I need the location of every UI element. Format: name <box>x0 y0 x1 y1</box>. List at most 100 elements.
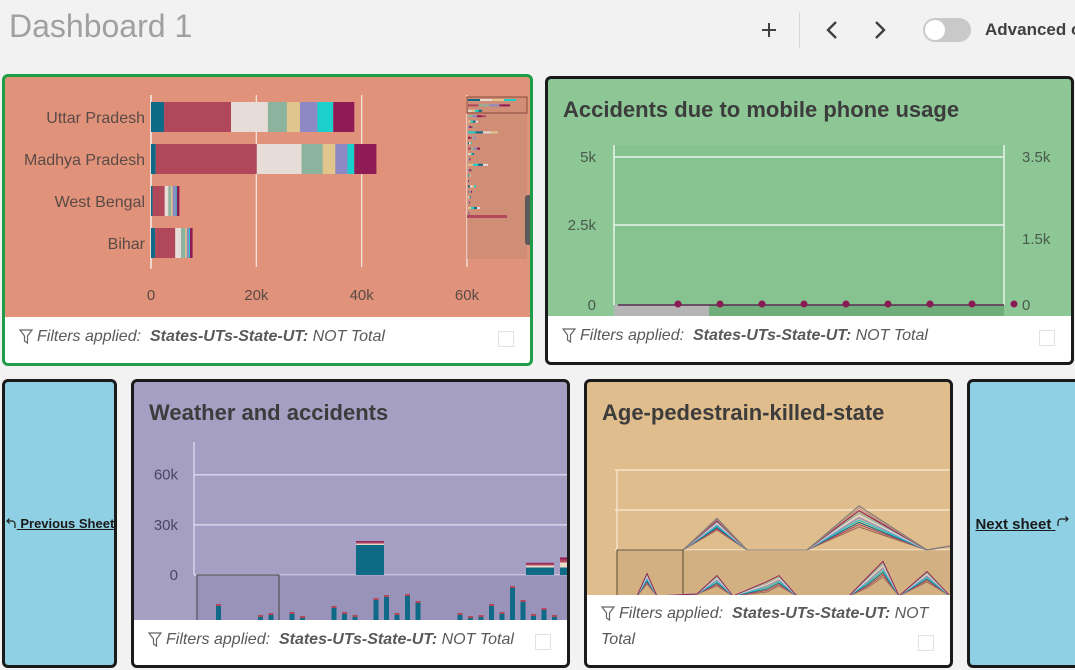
y-tick-label-right: 3.5k <box>1022 149 1051 166</box>
select-checkbox[interactable] <box>1039 330 1055 346</box>
bar-segment <box>151 228 156 258</box>
mini-bar <box>520 600 526 602</box>
data-point <box>800 300 808 308</box>
mini-bar <box>510 586 515 588</box>
next-sheet-button[interactable] <box>865 14 895 46</box>
bar-segment <box>151 144 156 174</box>
filters-prefix: Filters applied: <box>166 631 271 648</box>
mini-bar <box>384 597 389 620</box>
mini-bar <box>468 174 469 177</box>
age-navigator[interactable] <box>616 549 950 598</box>
mini-bar <box>469 201 470 204</box>
mini-bar <box>474 136 476 139</box>
mobile-usage-line-chart: 5k 2.5k 0 3.5k 1.5k 0 <box>568 145 1051 319</box>
mini-bar <box>468 190 469 193</box>
mini-bar <box>471 126 473 128</box>
previous-sheet-button[interactable] <box>817 14 847 46</box>
mini-bar <box>552 615 557 617</box>
bar-segment <box>152 186 165 216</box>
data-point <box>926 300 934 308</box>
mini-bar <box>473 120 476 123</box>
select-checkbox[interactable] <box>535 634 551 650</box>
bar-segment <box>560 559 567 563</box>
mobile-usage-chart-card[interactable]: Accidents due to mobile phone usage 5k 2.… <box>545 76 1074 365</box>
mini-bar <box>474 207 477 209</box>
advanced-options-toggle[interactable] <box>923 18 971 42</box>
mini-bar <box>471 190 472 193</box>
x-tick-label: 40k <box>350 287 375 304</box>
bar-segment <box>185 228 187 258</box>
mini-bar <box>470 185 472 188</box>
mini-bar <box>471 142 472 145</box>
dashboard-title: Dashboard 1 <box>9 8 193 44</box>
mini-bar <box>470 142 471 145</box>
mini-bar <box>468 158 469 161</box>
mini-bar <box>477 207 480 209</box>
filters-field: States-UTs-State-UT: <box>149 328 309 345</box>
mini-bar <box>468 120 471 123</box>
card-title: Age-pedestrain-killed-state <box>602 400 885 425</box>
mini-bar <box>468 169 470 172</box>
mini-bar <box>470 196 471 199</box>
mini-bar <box>470 174 471 177</box>
filter-icon <box>148 632 162 647</box>
filters-value: NOT Total <box>312 328 385 345</box>
states-bar-chart-card[interactable]: Uttar Pradesh Madhya Pradesh West Bengal Bi… <box>2 74 533 366</box>
mini-bar <box>477 115 482 118</box>
bar-segment <box>356 544 384 575</box>
mini-bar <box>470 158 471 161</box>
bar-segment <box>175 228 182 258</box>
bar-segment <box>151 102 165 132</box>
mini-bar <box>468 207 471 209</box>
mini-bar <box>468 147 471 150</box>
bar-segment <box>256 144 302 174</box>
previous-sheet-card[interactable]: Previous Sheet <box>2 379 117 668</box>
bar-segment <box>301 144 323 174</box>
next-sheet-card[interactable]: Next sheet <box>967 379 1075 668</box>
mini-bar <box>478 615 484 617</box>
age-pedestrian-chart-card[interactable]: Age-pedestrain-killed-state Filters appl… <box>584 379 953 668</box>
series-line <box>617 512 950 551</box>
add-button[interactable] <box>754 14 784 46</box>
select-checkbox[interactable] <box>918 635 934 651</box>
filters-field: States-UTs-State-UT: <box>731 605 891 622</box>
mini-bar <box>552 617 557 620</box>
next-sheet-link[interactable]: Next sheet <box>975 515 1069 533</box>
mini-bar <box>481 115 486 118</box>
mini-bar <box>468 109 472 112</box>
mini-bar <box>258 615 263 617</box>
mini-bar <box>331 608 337 620</box>
previous-sheet-link[interactable]: Previous Sheet <box>5 516 114 531</box>
mini-bar <box>216 604 221 606</box>
resize-handle[interactable] <box>525 195 530 245</box>
mini-bar <box>469 126 471 128</box>
mini-bar <box>467 215 507 218</box>
weather-chart-card[interactable]: Weather and accidents 60k 30k 0 Filters ap… <box>131 379 570 668</box>
states-bar-chart: Uttar Pradesh Madhya Pradesh West Bengal Bi… <box>24 95 528 304</box>
mini-bar <box>473 163 478 166</box>
mini-bar <box>468 153 470 155</box>
mini-bar <box>457 613 463 615</box>
series-line <box>617 505 950 551</box>
mini-bar <box>471 147 474 150</box>
mini-bar <box>394 615 400 620</box>
mini-bar <box>475 131 483 134</box>
mini-bar <box>468 99 480 101</box>
y-tick-label-right: 0 <box>1022 297 1030 314</box>
mini-bar <box>468 616 473 618</box>
mini-bar <box>489 606 494 620</box>
mini-bar <box>342 612 347 614</box>
weather-navigator[interactable] <box>196 574 567 623</box>
mini-bar <box>268 615 274 620</box>
filters-field: States-UTs-State-UT: <box>278 631 438 648</box>
bar-segment <box>267 102 287 132</box>
mini-bar <box>468 163 473 166</box>
mini-chart-navigator[interactable] <box>466 96 528 259</box>
plus-icon <box>762 23 776 37</box>
filters-footer: Filters applied: States-UTs-State-UT: NO… <box>5 317 530 363</box>
mini-bar <box>469 180 470 182</box>
filters-prefix: Filters applied: <box>580 327 685 344</box>
bar-segment <box>347 144 355 174</box>
select-checkbox[interactable] <box>498 331 514 347</box>
bar-segment <box>526 565 554 568</box>
